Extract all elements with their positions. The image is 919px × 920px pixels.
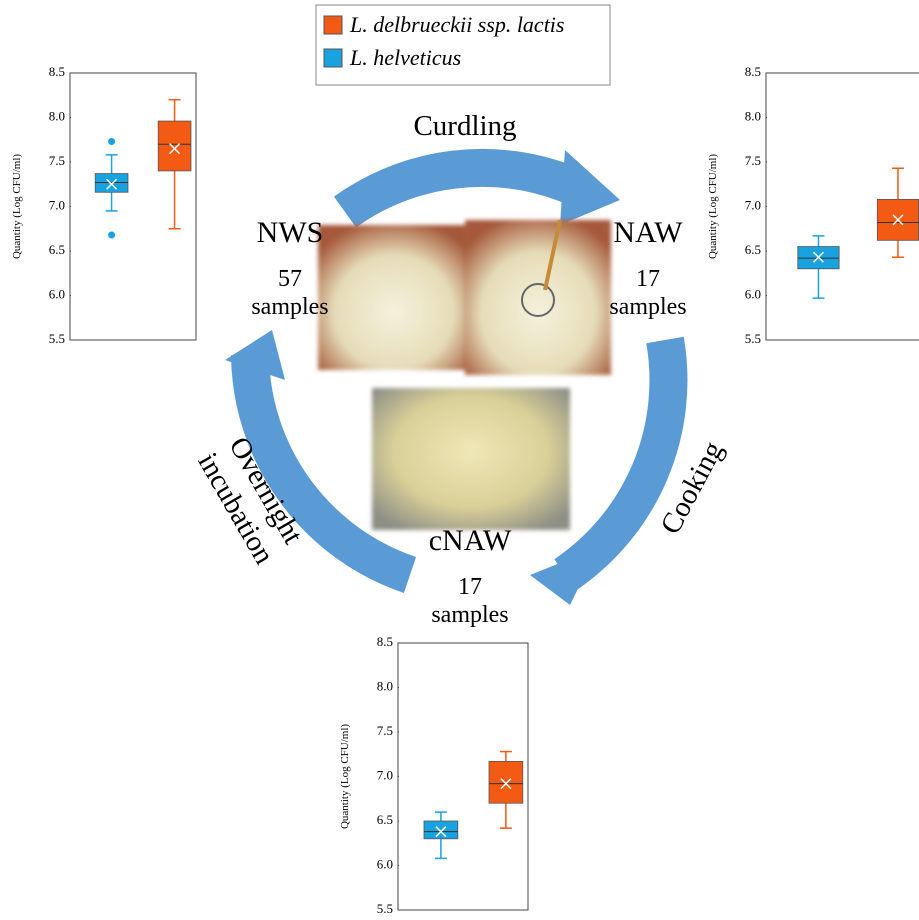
y-tick-label: 5.5 — [745, 331, 761, 346]
box — [489, 761, 523, 803]
y-tick-label: 7.5 — [745, 153, 761, 168]
box — [424, 821, 458, 839]
stage-count: 17 — [636, 266, 660, 292]
y-tick-label: 6.5 — [49, 242, 65, 257]
y-tick-label: 6.5 — [377, 812, 393, 827]
photo-nws — [318, 225, 470, 370]
y-axis-label: Quantity (Log CFU/ml) — [339, 724, 351, 829]
y-tick-label: 7.5 — [49, 153, 65, 168]
y-tick-label: 7.0 — [49, 197, 65, 212]
stage-unit: samples — [431, 602, 508, 628]
stage-unit: samples — [251, 294, 328, 320]
plot-frame — [70, 73, 196, 340]
legend-label: L. helveticus — [349, 45, 461, 70]
arrow-curdling — [345, 168, 570, 212]
y-tick-label: 8.5 — [745, 64, 761, 79]
y-tick-label: 5.5 — [49, 331, 65, 346]
outlier — [108, 231, 115, 238]
y-tick-label: 7.0 — [745, 197, 761, 212]
y-tick-label: 6.0 — [377, 856, 393, 871]
y-tick-label: 8.0 — [49, 108, 65, 123]
legend-swatch — [324, 49, 342, 67]
stage-name: NAW — [613, 216, 683, 249]
stage-name: NWS — [257, 216, 324, 249]
stage-unit: samples — [609, 294, 686, 320]
photo-naw — [465, 220, 611, 375]
stage-count: 57 — [278, 266, 302, 292]
outlier — [108, 138, 115, 145]
stage-count: 17 — [458, 574, 482, 600]
y-tick-label: 8.0 — [745, 108, 761, 123]
y-tick-label: 7.0 — [377, 767, 393, 782]
y-axis-label: Quantity (Log CFU/ml) — [707, 154, 719, 259]
arrow-head — [560, 150, 620, 225]
photo-cnaw — [372, 388, 570, 530]
y-tick-label: 8.0 — [377, 678, 393, 693]
y-tick-label: 7.5 — [377, 723, 393, 738]
y-tick-label: 6.0 — [49, 286, 65, 301]
box — [158, 121, 191, 171]
y-tick-label: 8.5 — [377, 634, 393, 649]
y-axis-label: Quantity (Log CFU/ml) — [11, 154, 23, 259]
legend-swatch — [324, 16, 342, 34]
y-tick-label: 5.5 — [377, 901, 393, 916]
step-label: Curdling — [413, 110, 516, 142]
legend-label: L. delbrueckii ssp. lactis — [349, 12, 564, 37]
y-tick-label: 6.5 — [745, 242, 761, 257]
figure: L. delbrueckii ssp. lactis L. helveticus N… — [0, 0, 919, 920]
y-tick-label: 8.5 — [49, 64, 65, 79]
stage-name: cNAW — [429, 524, 512, 557]
y-tick-label: 6.0 — [745, 286, 761, 301]
arrow-cooking — [565, 340, 668, 575]
